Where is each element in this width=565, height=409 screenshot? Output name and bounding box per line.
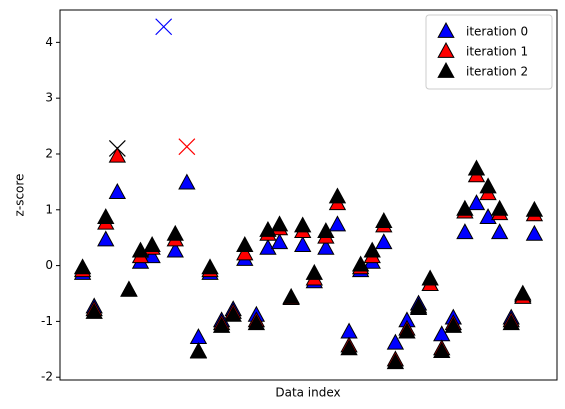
data-point xyxy=(456,199,474,216)
x-axis-label: Data index xyxy=(275,386,340,400)
data-point xyxy=(108,146,127,163)
y-axis-label: z-score xyxy=(13,174,27,217)
y-tick-label: 3 xyxy=(45,91,53,105)
data-point xyxy=(514,284,532,301)
y-tick-label: 0 xyxy=(45,258,53,272)
data-point xyxy=(433,342,451,358)
data-point xyxy=(317,238,335,255)
data-point xyxy=(467,159,486,176)
outlier-point xyxy=(178,138,196,156)
data-point xyxy=(317,222,335,239)
legend-marker xyxy=(437,61,455,78)
data-point xyxy=(212,316,231,333)
legend-label: iteration 0 xyxy=(466,25,528,39)
y-tick-label: -1 xyxy=(41,314,53,328)
outlier-point xyxy=(108,139,126,157)
data-point xyxy=(525,200,544,217)
legend-label: iteration 1 xyxy=(466,45,528,59)
data-point xyxy=(143,247,161,264)
data-point xyxy=(525,224,544,241)
data-point xyxy=(143,236,161,252)
data-point xyxy=(294,236,312,252)
data-point xyxy=(270,215,289,232)
data-point xyxy=(490,223,509,240)
data-point xyxy=(328,187,347,204)
data-point xyxy=(131,241,150,258)
data-point xyxy=(421,269,439,286)
data-point xyxy=(270,233,289,250)
data-point xyxy=(386,353,405,370)
data-point xyxy=(259,238,277,255)
data-point xyxy=(409,299,428,316)
data-point xyxy=(398,322,416,339)
data-point xyxy=(85,302,103,319)
data-point xyxy=(340,339,358,356)
data-point xyxy=(178,173,196,190)
data-point xyxy=(166,224,184,241)
data-point xyxy=(120,280,138,297)
plot-frame xyxy=(59,9,558,381)
y-tick-label: 2 xyxy=(45,146,53,160)
data-point xyxy=(375,212,393,228)
data-point xyxy=(444,316,462,333)
data-point xyxy=(294,216,312,233)
data-point xyxy=(502,314,520,331)
data-point xyxy=(351,255,370,272)
data-point xyxy=(456,223,474,240)
data-point xyxy=(490,199,509,216)
data-point xyxy=(97,230,115,247)
legend-marker xyxy=(437,41,455,58)
data-point xyxy=(108,183,127,199)
data-point xyxy=(328,215,347,232)
data-point xyxy=(282,287,300,304)
data-point xyxy=(305,263,323,280)
data-point xyxy=(340,322,358,339)
legend-marker xyxy=(437,21,455,38)
legend-label: iteration 2 xyxy=(466,65,528,79)
data-point xyxy=(363,241,381,258)
data-point xyxy=(479,177,497,194)
data-point xyxy=(224,305,242,322)
data-point xyxy=(97,208,115,225)
data-point xyxy=(236,244,254,261)
outlier-point xyxy=(155,18,173,36)
y-tick-label: 4 xyxy=(45,35,53,49)
data-point xyxy=(247,314,266,331)
data-point xyxy=(259,220,277,237)
legend-box xyxy=(425,14,553,90)
data-point xyxy=(236,236,254,252)
data-point xyxy=(189,328,208,345)
data-point xyxy=(166,241,184,258)
data-point xyxy=(201,258,219,275)
y-tick-label: 1 xyxy=(45,202,53,216)
data-point xyxy=(189,342,208,359)
data-point xyxy=(386,333,405,350)
data-point xyxy=(375,233,393,250)
data-point xyxy=(467,194,486,211)
y-tick-label: -2 xyxy=(41,370,53,384)
data-point xyxy=(73,258,92,275)
